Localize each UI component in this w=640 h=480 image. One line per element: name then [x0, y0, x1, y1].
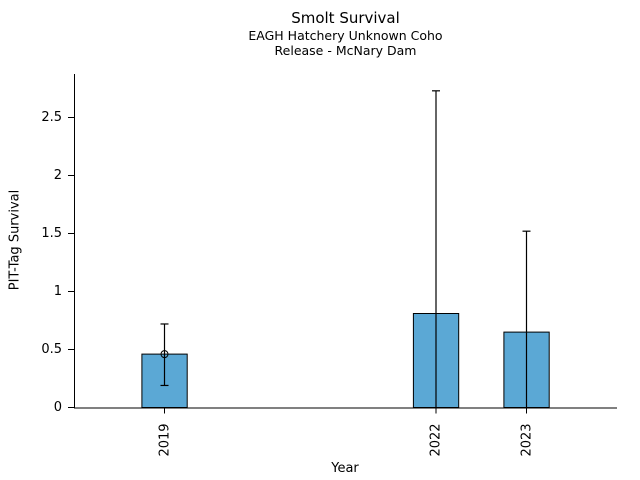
y-tick-label: 0.5 [41, 341, 62, 357]
chart-subtitle-line1: EAGH Hatchery Unknown Coho [248, 28, 443, 43]
x-tick-label: 2019 [157, 423, 172, 457]
y-tick-label: 0 [53, 399, 62, 415]
chart-title: Smolt Survival [291, 9, 400, 27]
y-tick-label: 1 [53, 283, 62, 299]
x-tick-label: 2022 [428, 423, 444, 457]
y-tick-label: 1.5 [41, 225, 62, 241]
x-axis-label: Year [331, 461, 359, 476]
y-tick-label: 2.5 [41, 109, 62, 125]
chart-subtitle-line2: Release - McNary Dam [274, 43, 417, 58]
data-point-marker [160, 350, 169, 359]
x-tick-label: 2023 [519, 423, 534, 457]
y-tick-label: 2 [53, 167, 62, 183]
